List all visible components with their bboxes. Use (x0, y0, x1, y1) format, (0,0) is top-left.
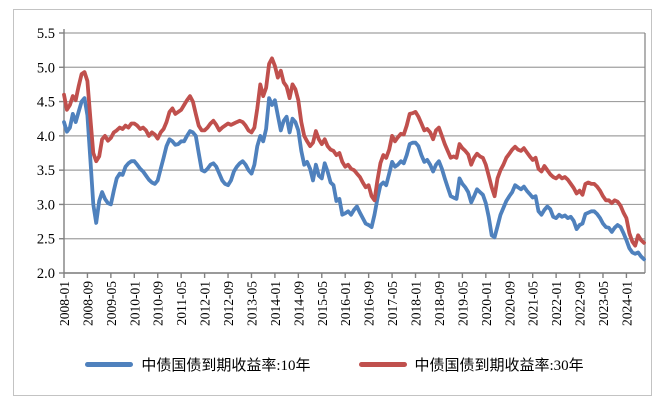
series-line-10y (62, 96, 646, 262)
x-axis-label: 2022-09 (573, 281, 588, 326)
x-axis-label: 2020-09 (502, 281, 517, 326)
x-axis-label: 2015-05 (315, 281, 330, 326)
x-axis-label: 2008-09 (80, 281, 95, 326)
x-axis-label: 2018-01 (409, 281, 424, 326)
x-axis-label: 2016-01 (338, 281, 353, 326)
y-axis-label: 5.0 (37, 60, 55, 76)
x-axis-label: 2022-01 (549, 281, 564, 326)
legend-label-10y: 中债国债到期收益率:10年 (141, 358, 311, 374)
x-axis-label: 2023-05 (596, 281, 611, 326)
x-axis-label: 2011-05 (174, 281, 189, 326)
chart-outer-border (13, 9, 652, 396)
y-axis-label: 4.0 (37, 129, 55, 145)
x-axis-label: 2017-05 (385, 281, 400, 326)
x-axis-label: 2008-01 (57, 281, 72, 326)
x-axis-label: 2014-09 (291, 281, 306, 326)
legend-item-10y: 中债国债到期收益率:10年 (85, 354, 311, 375)
x-axis-label: 2020-01 (479, 281, 494, 326)
legend: 中债国债到期收益率:10年 中债国债到期收益率:30年 (0, 354, 669, 375)
legend-label-30y: 中债国债到期收益率:30年 (414, 358, 584, 374)
x-axis-label: 2012-09 (221, 281, 236, 326)
legend-line-sample-10y (85, 362, 134, 367)
y-axis-label: 5.5 (37, 26, 55, 42)
y-axis-label: 3.0 (37, 197, 55, 213)
x-axis-label: 2013-05 (244, 281, 259, 326)
y-axis-label: 2.0 (37, 266, 55, 282)
x-axis-label: 2018-09 (432, 281, 447, 326)
x-axis-label: 2009-05 (104, 281, 119, 326)
legend-item-30y: 中债国债到期收益率:30年 (358, 354, 584, 375)
x-axis-label: 2019-05 (455, 281, 470, 326)
y-axis-label: 3.5 (37, 163, 55, 179)
x-axis-label: 2021-05 (526, 281, 541, 326)
y-axis-label: 2.5 (37, 232, 55, 248)
y-axis-label: 4.5 (37, 95, 55, 111)
series-line-30y (62, 56, 646, 248)
x-axis-label: 2016-09 (362, 281, 377, 326)
x-axis-label: 2010-01 (127, 281, 142, 326)
legend-line-sample-30y (358, 362, 407, 367)
x-axis-label: 2010-09 (151, 281, 166, 326)
x-axis-label: 2012-01 (198, 281, 213, 326)
x-axis-label: 2024-01 (619, 281, 634, 326)
x-axis-label: 2014-01 (268, 281, 283, 326)
